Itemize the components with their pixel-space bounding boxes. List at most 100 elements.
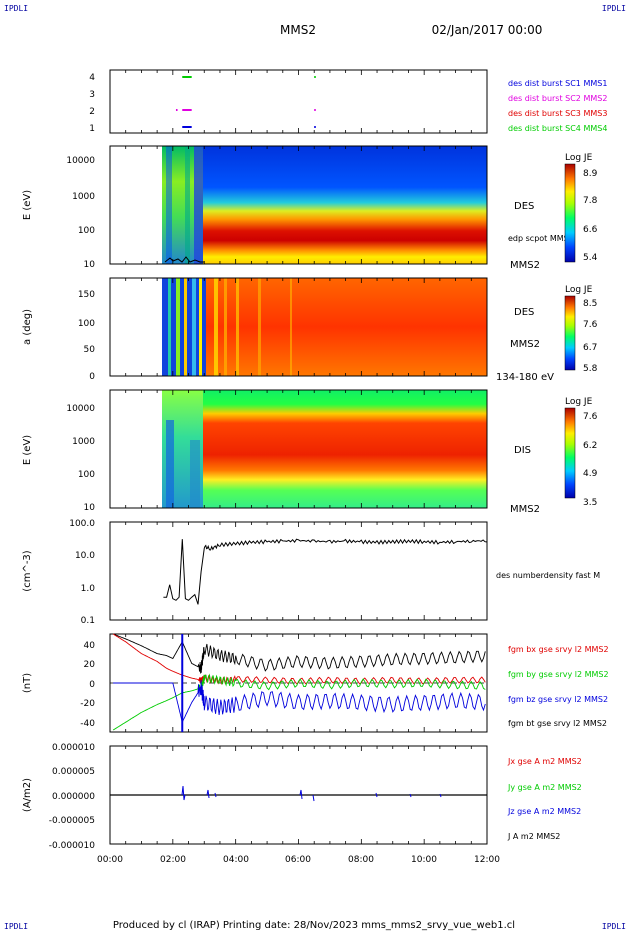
current-legend-jy: Jy gse A m2 MMS2 [507, 783, 582, 792]
time-tick-3: 06:00 [285, 855, 311, 865]
current-legend-j: J A m2 MMS2 [507, 832, 560, 841]
corner-label-left: IPDLI [4, 4, 29, 13]
bfield-ytick-40: 40 [84, 641, 96, 651]
des-energy-panel: 10000 1000 100 10 E (eV) DES edp scpot M… [22, 145, 598, 271]
des-pitch-colorbar [564, 295, 576, 371]
des-energy-ytick-100: 100 [78, 226, 95, 236]
dis-energy-ytick-10000: 10000 [66, 404, 95, 414]
des-pitch-ytick-0: 0 [89, 372, 95, 382]
burst-ytick-3: 3 [89, 90, 95, 100]
density-ytick-10: 10.0 [75, 551, 95, 561]
time-tick-6: 12:00 [474, 855, 500, 865]
density-line [163, 538, 488, 605]
dis-energy-cbar-tick-0: 7.6 [583, 412, 598, 422]
burst-ytick-2: 2 [89, 107, 95, 117]
current-panel: 0.000010 0.000005 0.000000 -0.000005 -0.… [22, 743, 582, 851]
bfield-panel: 40 20 0 -20 -40 (nT) fgm bx gse srvy l2 … [22, 633, 609, 733]
des-pitch-panel: 150 100 50 0 a (deg) DES MMS2 134-180 eV… [22, 277, 598, 383]
current-legend-jz: Jz gse A m2 MMS2 [507, 807, 581, 816]
des-energy-cbar-title: Log JE [565, 153, 593, 163]
des-energy-cbar-tick-3: 5.4 [583, 253, 598, 263]
burst-ytick-1: 1 [89, 124, 95, 134]
footer-corner-right: IPDLI [601, 922, 626, 931]
des-pitch-energy-range: 134-180 eV [496, 372, 554, 383]
dis-energy-panel: 10000 1000 100 10 E (eV) DIS MMS2 Log JE… [22, 389, 598, 515]
burst-legend-sc2: des dist burst SC2 MMS2 [508, 94, 607, 103]
bfield-line-bx [112, 633, 486, 686]
des-energy-cbar-tick-1: 7.8 [583, 196, 598, 206]
des-energy-colorbar [564, 163, 576, 263]
dis-energy-ytick-1000: 1000 [72, 437, 95, 447]
des-pitch-cbar-tick-1: 7.6 [583, 320, 598, 330]
des-pitch-ylabel: a (deg) [22, 309, 33, 345]
des-energy-cbar-tick-0: 8.9 [583, 169, 598, 179]
des-pitch-cbar-tick-2: 6.7 [583, 343, 597, 353]
burst-legend-sc4: des dist burst SC4 MMS4 [508, 124, 607, 133]
time-tick-1: 02:00 [160, 855, 186, 865]
density-ytick-1: 1.0 [81, 584, 96, 594]
density-ytick-100: 100.0 [69, 519, 95, 529]
des-energy-spacecraft: MMS2 [510, 260, 540, 271]
time-tick-2: 04:00 [223, 855, 249, 865]
time-tick-4: 08:00 [348, 855, 374, 865]
burst-legend-sc3: des dist burst SC3 MMS3 [508, 109, 607, 118]
des-pitch-cbar-title: Log JE [565, 285, 593, 295]
burst-ytick-4: 4 [89, 73, 95, 83]
current-legend-jx: Jx gse A m2 MMS2 [507, 757, 582, 766]
des-pitch-ytick-100: 100 [78, 319, 95, 329]
bfield-ylabel: (nT) [22, 673, 33, 693]
bfield-line-bz [113, 680, 486, 724]
bfield-line-by [112, 673, 486, 731]
bfield-line-bt [112, 633, 486, 674]
current-ytick-0: 0.000010 [52, 743, 95, 753]
bfield-ytick-m40: -40 [80, 719, 95, 729]
time-axis [109, 70, 488, 844]
des-energy-ytick-10000: 10000 [66, 156, 95, 166]
bfield-legend-by: fgm by gse srvy l2 MMS2 [508, 670, 609, 679]
des-pitch-cbar-tick-3: 5.8 [583, 364, 598, 374]
bfield-legend-bt: fgm bt gse srvy l2 MMS2 [508, 719, 607, 728]
dis-energy-ylabel: E (eV) [22, 435, 33, 465]
footer-corner-left: IPDLI [4, 922, 29, 931]
bfield-series [112, 633, 486, 732]
dis-energy-ytick-100: 100 [78, 470, 95, 480]
dis-energy-spacecraft: MMS2 [510, 504, 540, 515]
burst-panel: 4 3 2 1 des dist burst SC1 MMS1 des dist… [89, 69, 607, 134]
bfield-legend-bz: fgm bz gse srvy l2 MMS2 [508, 695, 608, 704]
bfield-legend-bx: fgm bx gse srvy l2 MMS2 [508, 645, 609, 654]
current-ytick-1: 0.000005 [52, 767, 95, 777]
dis-energy-cbar-tick-3: 3.5 [583, 498, 597, 508]
density-ytick-0.1: 0.1 [81, 616, 95, 626]
current-ytick-2: 0.000000 [52, 792, 95, 802]
des-pitch-ytick-50: 50 [84, 345, 96, 355]
corner-label-right: IPDLI [601, 4, 626, 13]
dis-energy-cbar-tick-1: 6.2 [583, 441, 597, 451]
density-legend: des numberdensity fast M [496, 571, 600, 580]
density-ylabel: (cm^-3) [22, 550, 33, 591]
des-energy-ytick-1000: 1000 [72, 192, 95, 202]
density-series [163, 538, 488, 605]
dis-energy-instrument: DIS [514, 445, 531, 456]
dis-energy-cbar-tick-2: 4.9 [583, 469, 598, 479]
density-panel: 100.0 10.0 1.0 0.1 (cm^-3) des numberden… [22, 519, 600, 626]
current-ytick-3: -0.000005 [49, 816, 95, 826]
plot-date: 02/Jan/2017 00:00 [432, 23, 543, 37]
burst-interval-marks [175, 76, 316, 128]
bfield-ytick-20: 20 [84, 660, 96, 670]
des-energy-cbar-tick-2: 6.6 [583, 225, 598, 235]
bfield-ytick-0: 0 [89, 680, 95, 690]
des-energy-ytick-10: 10 [84, 260, 96, 270]
current-ylabel: (A/m2) [22, 778, 33, 812]
dis-energy-ytick-10: 10 [84, 503, 96, 513]
time-tick-5: 10:00 [411, 855, 437, 865]
des-energy-overlay-label: edp scpot MMS2 [508, 234, 574, 243]
des-energy-instrument: DES [514, 201, 534, 212]
footer-text: Produced by cl (IRAP) Printing date: 28/… [113, 920, 515, 931]
time-tick-0: 00:00 [97, 855, 123, 865]
des-pitch-instrument: DES [514, 307, 534, 318]
current-ytick-4: -0.000010 [49, 841, 95, 851]
burst-legend-sc1: des dist burst SC1 MMS1 [508, 79, 607, 88]
des-pitch-cbar-tick-0: 8.5 [583, 299, 597, 309]
bfield-ytick-m20: -20 [80, 699, 95, 709]
